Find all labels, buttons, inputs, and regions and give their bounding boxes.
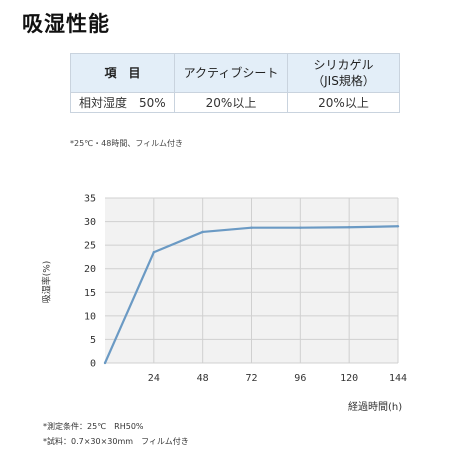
data-point bbox=[250, 226, 253, 229]
data-point bbox=[347, 226, 351, 229]
x-ticks: 24 48 72 96 120 144 bbox=[148, 373, 407, 384]
x-tick-label: 120 bbox=[340, 373, 358, 384]
data-point bbox=[103, 361, 107, 365]
cell-condition: 相対湿度 50% bbox=[70, 92, 175, 113]
footnote-sample: *試料：0.7×30×30mm フィルム付き bbox=[43, 437, 189, 446]
header-active-sheet: アクティブシート bbox=[174, 53, 288, 93]
data-points bbox=[103, 225, 400, 365]
spec-note: *25℃・48時間、フィルム付き bbox=[70, 139, 184, 148]
table-row: 相対湿度 50% 20%以上 20%以上 bbox=[70, 92, 400, 113]
data-point bbox=[396, 225, 400, 228]
x-tick-label: 48 bbox=[197, 373, 209, 384]
spec-table: 項 目 アクティブシート シリカゲル （JIS規格） 相対湿度 50% 20%以… bbox=[70, 53, 400, 113]
table-header-row: 項 目 アクティブシート シリカゲル （JIS規格） bbox=[70, 53, 400, 93]
page-title: 吸湿性能 bbox=[22, 12, 110, 36]
grid bbox=[105, 197, 399, 364]
x-tick-label: 72 bbox=[245, 373, 257, 384]
y-ticks: 0 5 10 15 20 25 30 35 bbox=[84, 194, 96, 370]
footnote-conditions: *測定条件：25℃ RH50% bbox=[43, 422, 144, 431]
y-tick-label: 30 bbox=[84, 217, 96, 228]
y-tick-label: 15 bbox=[84, 288, 96, 299]
x-tick-label: 24 bbox=[148, 373, 160, 384]
cell-active-sheet-value: 20%以上 bbox=[174, 92, 288, 113]
x-axis-label: 経過時間(h) bbox=[348, 402, 403, 413]
data-point bbox=[299, 226, 302, 229]
y-tick-label: 10 bbox=[84, 311, 96, 322]
y-tick-label: 0 bbox=[90, 359, 96, 370]
y-tick-label: 25 bbox=[84, 241, 96, 252]
header-item: 項 目 bbox=[70, 53, 175, 93]
y-tick-label: 20 bbox=[84, 264, 96, 275]
x-tick-label: 96 bbox=[294, 373, 306, 384]
cell-silica-gel-value: 20%以上 bbox=[287, 92, 400, 113]
x-tick-label: 144 bbox=[389, 373, 407, 384]
data-point bbox=[201, 230, 204, 234]
y-axis-label: 吸湿率(%) bbox=[42, 260, 53, 304]
data-point bbox=[152, 251, 156, 254]
y-tick-label: 5 bbox=[90, 335, 96, 346]
header-silica-gel: シリカゲル （JIS規格） bbox=[287, 53, 400, 93]
y-tick-label: 35 bbox=[84, 194, 96, 205]
